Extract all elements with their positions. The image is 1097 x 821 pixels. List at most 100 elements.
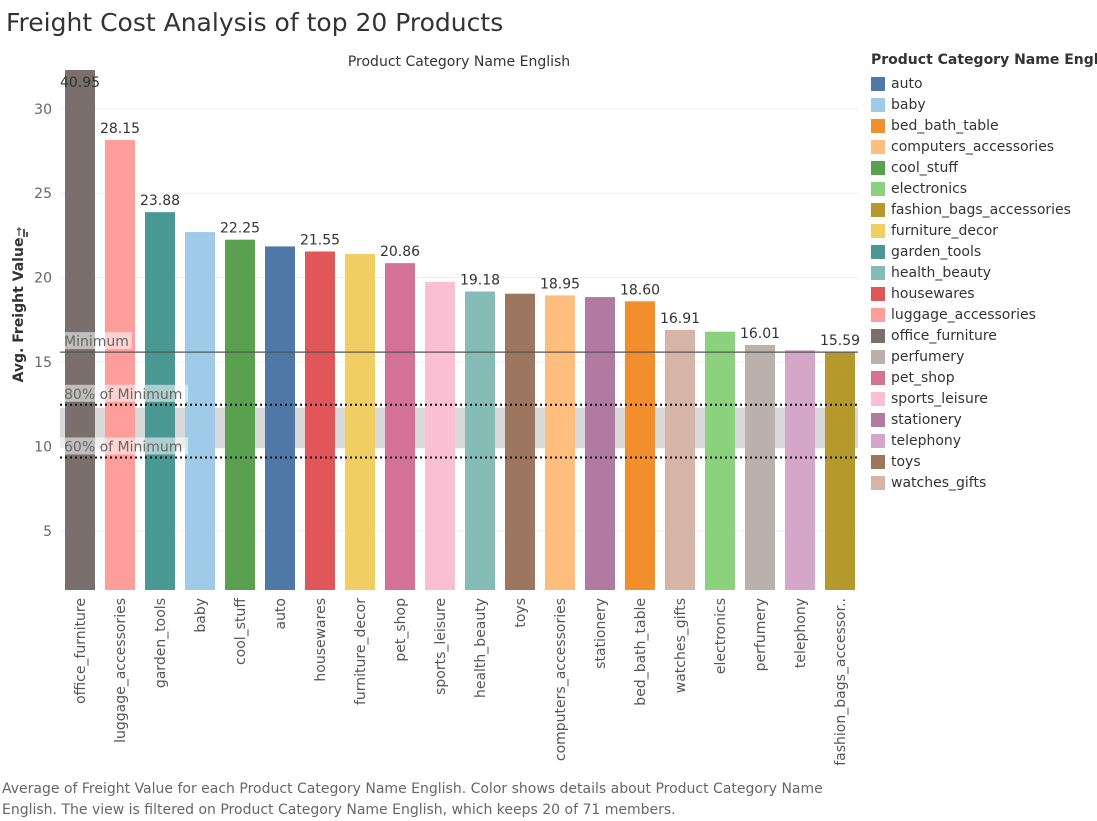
x-tick-label: pet_shop (393, 598, 409, 662)
x-tick-label: sports_leisure (433, 598, 449, 695)
legend-item-housewares[interactable]: housewares (871, 283, 1097, 304)
reference-label-bg (60, 437, 188, 455)
reference-label-bg (60, 332, 132, 350)
reference-line-label: Minimum (64, 334, 129, 350)
y-tick-label: 30 (34, 102, 52, 118)
bar-cool-stuff[interactable] (225, 239, 255, 590)
legend-item-cool-stuff[interactable]: cool_stuff (871, 157, 1097, 178)
legend-item-sports-leisure[interactable]: sports_leisure (871, 388, 1097, 409)
legend-swatch (871, 139, 885, 154)
grid-layer (60, 108, 858, 532)
data-label: 22.25 (220, 221, 260, 237)
legend-item-furniture-decor[interactable]: furniture_decor (871, 220, 1097, 241)
legend-label: toys (891, 453, 921, 470)
bar-stationery[interactable] (585, 297, 615, 590)
bar-health-beauty[interactable] (465, 291, 495, 590)
legend-label: cool_stuff (891, 159, 959, 176)
data-label: 16.91 (660, 311, 700, 327)
x-tick-label: toys (513, 598, 529, 628)
legend-item-stationery[interactable]: stationery (871, 409, 1097, 430)
legend-label: electronics (891, 180, 968, 197)
legend-swatch (871, 160, 885, 175)
bar-sports-leisure[interactable] (425, 281, 455, 590)
bar-housewares[interactable] (305, 251, 335, 590)
x-tick-label: stationery (593, 598, 609, 669)
legend-item-health-beauty[interactable]: health_beauty (871, 262, 1097, 283)
y-axis-label: Avg. Freight Value (11, 238, 27, 383)
bar-office-furniture[interactable] (65, 70, 95, 590)
legend-swatch (871, 328, 885, 343)
legend-label: telephony (891, 432, 962, 449)
bar-telephony[interactable] (785, 350, 815, 590)
legend-items: auto baby bed_bath_table computers_accessor… (871, 73, 1097, 493)
reference-line-label: 60% of Minimum (64, 439, 182, 455)
data-label: 40.95 (60, 75, 100, 91)
legend-label: housewares (891, 285, 975, 302)
legend-swatch (871, 391, 885, 406)
legend-swatch (871, 433, 885, 448)
reference-label-bg (60, 384, 188, 402)
data-label: 18.95 (540, 276, 580, 292)
bar-fashion-bags-accessories[interactable] (825, 352, 855, 590)
bar-toys[interactable] (505, 293, 535, 590)
legend-item-toys[interactable]: toys (871, 451, 1097, 472)
legend-item-pet-shop[interactable]: pet_shop (871, 367, 1097, 388)
legend-item-auto[interactable]: auto (871, 73, 1097, 94)
x-tick-label: telephony (793, 598, 809, 668)
legend-swatch (871, 370, 885, 385)
legend-item-electronics[interactable]: electronics (871, 178, 1097, 199)
reference-line-label: 80% of Minimum (64, 387, 182, 403)
bar-auto[interactable] (265, 246, 295, 590)
data-label: 18.60 (620, 282, 660, 298)
legend-item-computers-accessories[interactable]: computers_accessories (871, 136, 1097, 157)
page-title: Freight Cost Analysis of top 20 Products (6, 8, 504, 37)
bar-bed-bath-table[interactable] (625, 301, 655, 590)
legend-label: sports_leisure (891, 390, 988, 407)
x-tick-label: office_furniture (73, 598, 89, 704)
legend-swatch (871, 244, 885, 259)
legend-label: garden_tools (891, 243, 982, 260)
legend-label: luggage_accessories (891, 306, 1036, 323)
legend-item-garden-tools[interactable]: garden_tools (871, 241, 1097, 262)
x-tick-label: fashion_bags_accessor.. (833, 598, 849, 766)
x-tick-label: bed_bath_table (633, 598, 649, 706)
legend-swatch (871, 349, 885, 364)
legend-item-watches-gifts[interactable]: watches_gifts (871, 472, 1097, 493)
y-tick-label: 25 (34, 186, 52, 202)
legend-item-bed-bath-table[interactable]: bed_bath_table (871, 115, 1097, 136)
legend-item-fashion-bags-accessories[interactable]: fashion_bags_accessories (871, 199, 1097, 220)
bar-baby[interactable] (185, 232, 215, 590)
legend-label: computers_accessories (891, 138, 1055, 155)
legend-swatch (871, 118, 885, 133)
data-label: 19.18 (460, 273, 500, 289)
x-tick-label: furniture_decor (353, 598, 369, 705)
x-tick-label: garden_tools (153, 598, 169, 688)
x-tick-label: electronics (713, 598, 729, 674)
legend-swatch (871, 307, 885, 322)
y-tick-label: 20 (34, 271, 52, 287)
legend-item-luggage-accessories[interactable]: luggage_accessories (871, 304, 1097, 325)
reference-line-layer: Minimum 80% of Minimum 60% of Minimum (60, 332, 858, 459)
bar-luggage-accessories[interactable] (105, 140, 135, 590)
bar-electronics[interactable] (705, 331, 735, 590)
caption: Average of Freight Value for each Produc… (2, 781, 823, 818)
legend-label: office_furniture (891, 327, 997, 344)
legend-item-office-furniture[interactable]: office_furniture (871, 325, 1097, 346)
bar-watches-gifts[interactable] (665, 329, 695, 590)
bar-computers-accessories[interactable] (545, 295, 575, 590)
legend-item-perfumery[interactable]: perfumery (871, 346, 1097, 367)
legend-label: baby (891, 96, 926, 113)
legend-label: watches_gifts (891, 474, 987, 491)
bar-pet-shop[interactable] (385, 263, 415, 590)
sort-icon[interactable] (16, 227, 28, 237)
legend-item-baby[interactable]: baby (871, 94, 1097, 115)
y-tick-label: 15 (34, 355, 52, 371)
legend-label: auto (891, 75, 923, 92)
legend-item-telephony[interactable]: telephony (871, 430, 1097, 451)
legend-label: stationery (891, 411, 962, 428)
legend-label: bed_bath_table (891, 117, 999, 134)
bar-furniture-decor[interactable] (345, 254, 375, 590)
column-header: Product Category Name English (348, 54, 570, 70)
x-tick-label: computers_accessories (553, 598, 569, 761)
bar-perfumery[interactable] (745, 345, 775, 590)
